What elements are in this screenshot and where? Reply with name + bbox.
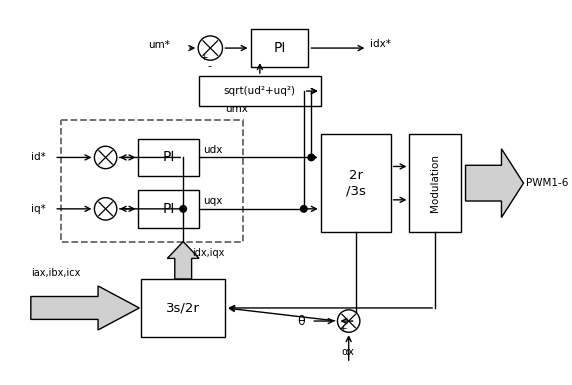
Text: idx*: idx* bbox=[370, 39, 391, 49]
Text: iq*: iq* bbox=[31, 204, 46, 214]
Circle shape bbox=[94, 146, 117, 169]
Circle shape bbox=[300, 206, 307, 212]
Text: -: - bbox=[208, 61, 212, 71]
Text: +: + bbox=[339, 324, 347, 333]
Bar bbox=[61, 120, 243, 241]
Bar bbox=[199, 76, 321, 106]
Text: udx: udx bbox=[203, 145, 222, 155]
Circle shape bbox=[180, 206, 186, 212]
Text: -: - bbox=[347, 334, 351, 344]
Circle shape bbox=[308, 154, 315, 161]
Text: +: + bbox=[200, 53, 208, 62]
Text: Modulation: Modulation bbox=[430, 154, 440, 212]
Text: umx: umx bbox=[225, 104, 248, 114]
Bar bbox=[138, 139, 199, 176]
Text: sqrt(ud²+uq²): sqrt(ud²+uq²) bbox=[224, 86, 296, 96]
Text: id*: id* bbox=[31, 152, 46, 162]
Circle shape bbox=[198, 36, 223, 60]
Text: 3s/2r: 3s/2r bbox=[166, 301, 200, 315]
Text: PI: PI bbox=[162, 151, 175, 164]
Text: θ: θ bbox=[297, 315, 305, 328]
Polygon shape bbox=[168, 241, 199, 279]
Text: PI: PI bbox=[162, 202, 175, 216]
Bar bbox=[138, 190, 199, 228]
Text: PWM1-6: PWM1-6 bbox=[526, 178, 569, 188]
Text: PI: PI bbox=[273, 41, 285, 55]
Bar bbox=[410, 134, 461, 232]
Polygon shape bbox=[466, 149, 523, 218]
Text: um*: um* bbox=[148, 40, 169, 50]
Text: iax,ibx,icx: iax,ibx,icx bbox=[31, 268, 80, 278]
Bar bbox=[141, 279, 225, 337]
Circle shape bbox=[337, 310, 360, 332]
Text: αx: αx bbox=[341, 347, 354, 357]
Circle shape bbox=[94, 198, 117, 220]
Text: 2r
/3s: 2r /3s bbox=[345, 169, 366, 197]
Text: uqx: uqx bbox=[203, 196, 222, 206]
Bar bbox=[251, 29, 308, 67]
Text: idx,iqx: idx,iqx bbox=[193, 248, 225, 258]
Bar bbox=[321, 134, 391, 232]
Polygon shape bbox=[31, 286, 139, 330]
